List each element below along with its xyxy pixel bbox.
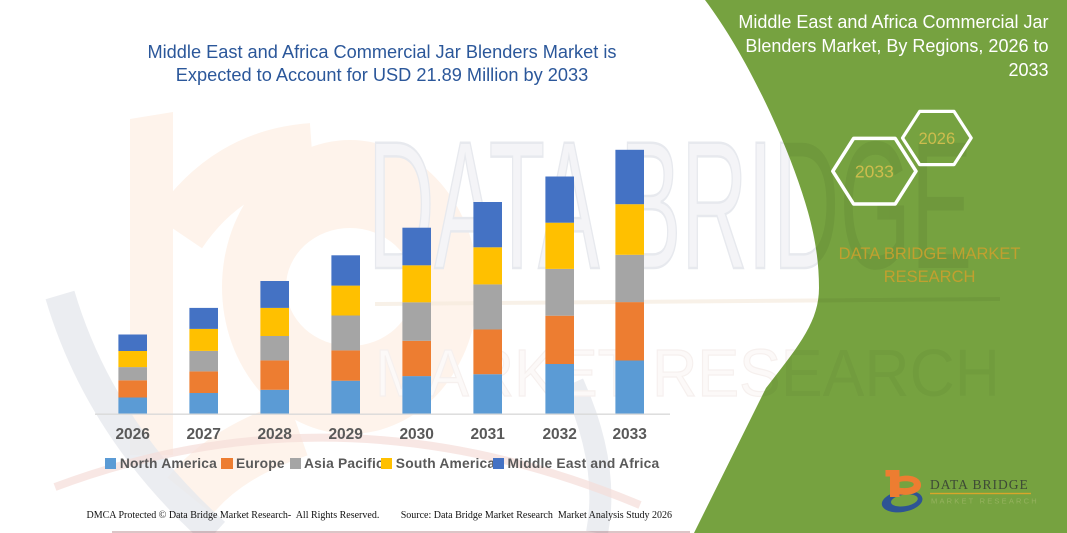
svg-text:2026: 2026 — [918, 130, 955, 148]
svg-text:2033: 2033 — [855, 162, 894, 182]
svg-text:MARKET RESEARCH: MARKET RESEARCH — [931, 497, 1039, 506]
svg-text:DATA BRIDGE: DATA BRIDGE — [930, 477, 1029, 492]
